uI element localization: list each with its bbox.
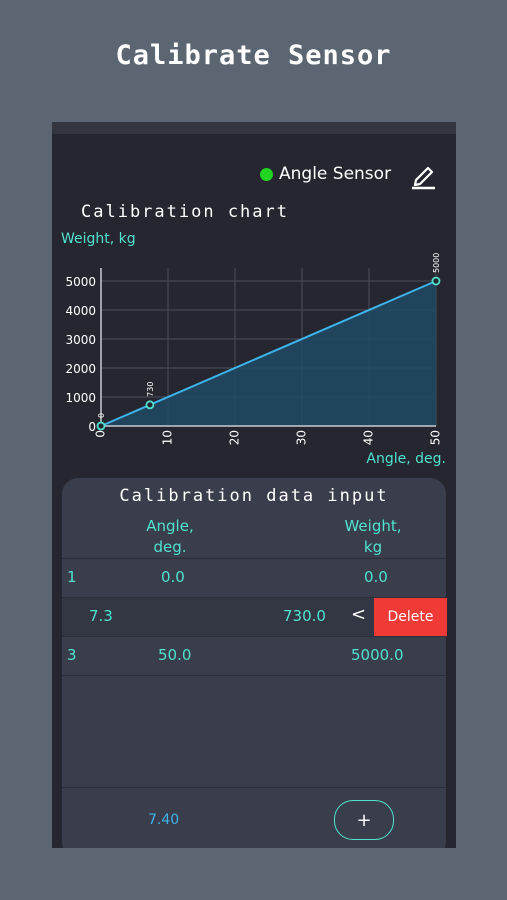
row-index: 1 [67, 568, 77, 586]
y-axis-label: Weight, kg [61, 231, 136, 247]
table-row[interactable]: 3 50.0 5000.0 [62, 637, 446, 676]
table-row[interactable]: 7.3 730.0 < Delete [62, 598, 447, 637]
data-label: 730 [146, 382, 155, 397]
delete-button[interactable]: Delete [374, 598, 447, 636]
row-index: 3 [67, 646, 77, 664]
calibration-chart: Weight, kg 0 1000 2000 3000 4000 5000 0 10 20 30 40… [61, 231, 446, 467]
card-title: Calibration data input [119, 486, 389, 506]
chevron-left-icon[interactable]: < [351, 604, 367, 625]
weight-column-header: Weight, kg [333, 516, 413, 558]
data-label: 5000 [432, 253, 441, 273]
weight-header-line2: kg [363, 538, 383, 556]
row-angle[interactable]: 0.0 [161, 568, 185, 586]
add-row-button[interactable]: + [334, 800, 394, 840]
row-angle[interactable]: 50.0 [158, 646, 192, 664]
row-weight[interactable]: 730.0 [283, 607, 326, 625]
x-tick-label: 40 [362, 430, 376, 445]
sensor-status-dot [260, 167, 273, 181]
page-title: Calibrate Sensor [115, 40, 392, 71]
angle-header-line2: deg. [153, 538, 187, 556]
y-tick-label: 3000 [65, 333, 96, 347]
sensor-indicator: Angle Sensor [260, 164, 391, 184]
data-point [145, 400, 155, 410]
pencil-edit-icon[interactable] [408, 160, 438, 190]
data-label: 0 [97, 413, 106, 418]
angle-header-line1: Angle, [146, 517, 194, 535]
phone-screen: Angle Sensor Calibration chart Weight, k… [52, 122, 456, 848]
row-weight[interactable]: 5000.0 [351, 646, 404, 664]
x-tick-label: 50 [429, 430, 443, 445]
x-tick-label: 20 [228, 430, 242, 445]
table-row[interactable]: 1 0.0 0.0 [62, 559, 446, 598]
chart-title: Calibration chart [81, 202, 289, 222]
y-tick-label: 5000 [65, 275, 96, 289]
x-tick-label: 0 [94, 430, 108, 438]
row-angle[interactable]: 7.3 [89, 607, 113, 625]
y-tick-label: 4000 [65, 304, 96, 318]
divider [62, 558, 446, 559]
x-axis-label: Angle, deg. [366, 451, 446, 467]
status-bar [52, 122, 456, 134]
x-tick-label: 30 [295, 430, 309, 445]
data-point [431, 276, 441, 286]
y-tick-label: 1000 [65, 391, 96, 405]
card-footer: 7.40 + [62, 787, 446, 848]
angle-column-header: Angle, deg. [130, 516, 210, 558]
y-tick-label: 0 [88, 420, 96, 434]
calibration-input-card: Calibration data input Angle, deg. Weigh… [62, 478, 447, 848]
data-point [96, 421, 106, 431]
weight-header-line1: Weight, [344, 517, 402, 535]
x-tick-label: 10 [161, 430, 175, 445]
current-sensor-value: 7.40 [148, 812, 180, 828]
y-tick-label: 2000 [65, 362, 96, 376]
row-weight[interactable]: 0.0 [364, 568, 388, 586]
sensor-name: Angle Sensor [279, 164, 392, 184]
